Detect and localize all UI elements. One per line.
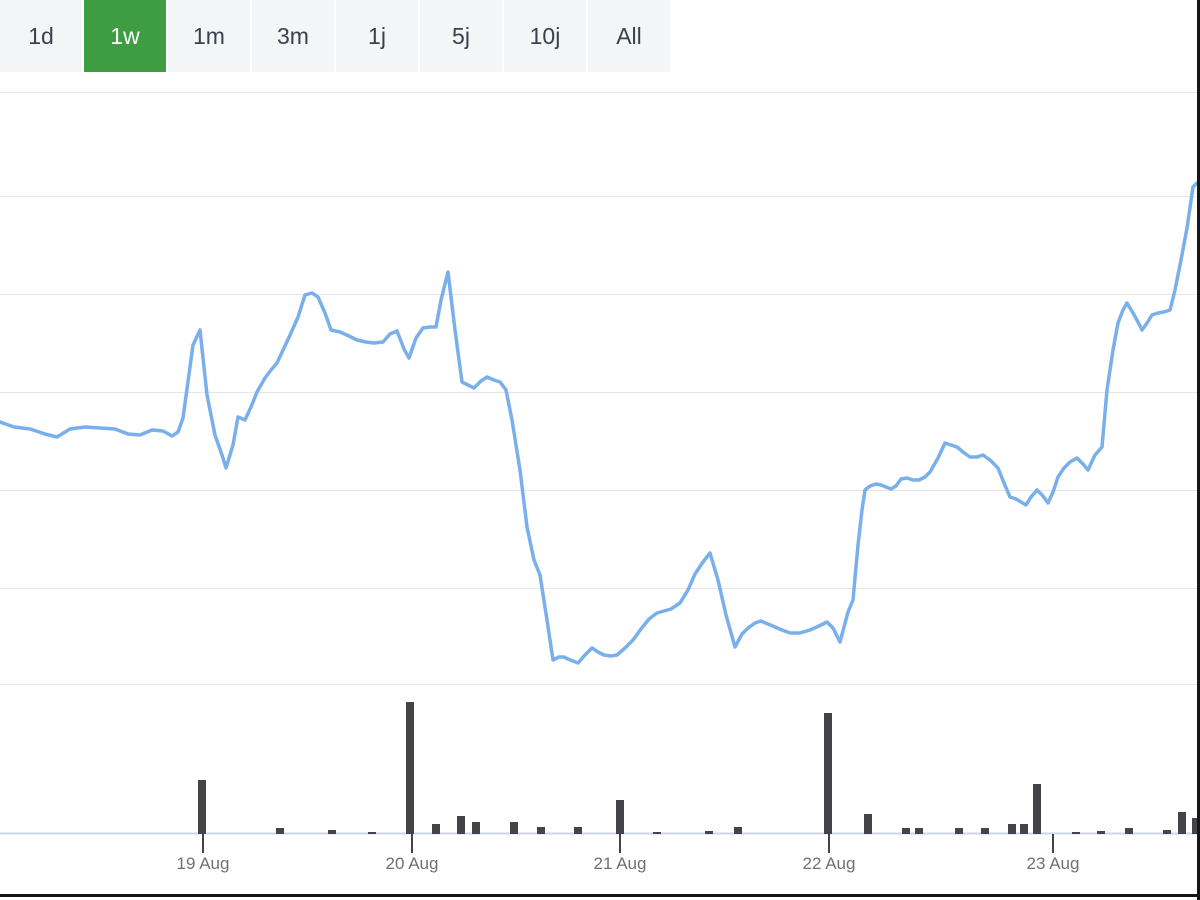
bottom-window-border	[0, 894, 1200, 897]
volume-bar[interactable]	[915, 828, 923, 834]
volume-bar[interactable]	[1097, 831, 1105, 834]
range-button-1j[interactable]: 1j	[336, 0, 418, 72]
range-button-1w[interactable]: 1w	[84, 0, 166, 72]
right-window-border	[1197, 0, 1200, 900]
range-button-all[interactable]: All	[588, 0, 670, 72]
x-axis-label: 23 Aug	[1026, 854, 1080, 873]
volume-bar[interactable]	[328, 830, 336, 834]
range-button-10j[interactable]: 10j	[504, 0, 586, 72]
volume-bar[interactable]	[734, 827, 742, 834]
volume-bar[interactable]	[1033, 784, 1041, 834]
volume-bar[interactable]	[510, 822, 518, 834]
range-button-1d[interactable]: 1d	[0, 0, 82, 72]
volume-bar[interactable]	[1072, 832, 1080, 834]
range-selector-toolbar: 1d 1w 1m 3m 1j 5j 10j All	[0, 0, 670, 72]
range-button-5j[interactable]: 5j	[420, 0, 502, 72]
volume-bar[interactable]	[864, 814, 872, 834]
volume-bar[interactable]	[368, 832, 376, 834]
volume-bar[interactable]	[1020, 824, 1028, 834]
volume-bar[interactable]	[1192, 818, 1200, 834]
volume-bar[interactable]	[824, 713, 832, 834]
price-line-series[interactable]	[0, 181, 1199, 665]
volume-bar[interactable]	[955, 828, 963, 834]
x-axis-label: 21 Aug	[593, 854, 647, 873]
x-axis-label: 20 Aug	[385, 854, 439, 873]
volume-bar[interactable]	[902, 828, 910, 834]
volume-bar[interactable]	[276, 828, 284, 834]
volume-bar[interactable]	[432, 824, 440, 834]
x-axis-label: 19 Aug	[176, 854, 230, 873]
x-axis-label: 22 Aug	[802, 854, 856, 873]
volume-bar[interactable]	[981, 828, 989, 834]
volume-bar[interactable]	[705, 831, 713, 834]
volume-bar[interactable]	[457, 816, 465, 834]
volume-bar[interactable]	[1008, 824, 1016, 834]
range-button-3m[interactable]: 3m	[252, 0, 334, 72]
volume-bar[interactable]	[537, 827, 545, 834]
volume-bar[interactable]	[1125, 828, 1133, 834]
volume-bar[interactable]	[406, 702, 414, 834]
volume-bar[interactable]	[616, 800, 624, 834]
volume-bar[interactable]	[1163, 830, 1171, 834]
volume-bar[interactable]	[198, 780, 206, 834]
volume-bar[interactable]	[574, 827, 582, 834]
volume-bar[interactable]	[472, 822, 480, 834]
volume-bar[interactable]	[653, 832, 661, 834]
range-button-1m[interactable]: 1m	[168, 0, 250, 72]
volume-bar[interactable]	[1178, 812, 1186, 834]
